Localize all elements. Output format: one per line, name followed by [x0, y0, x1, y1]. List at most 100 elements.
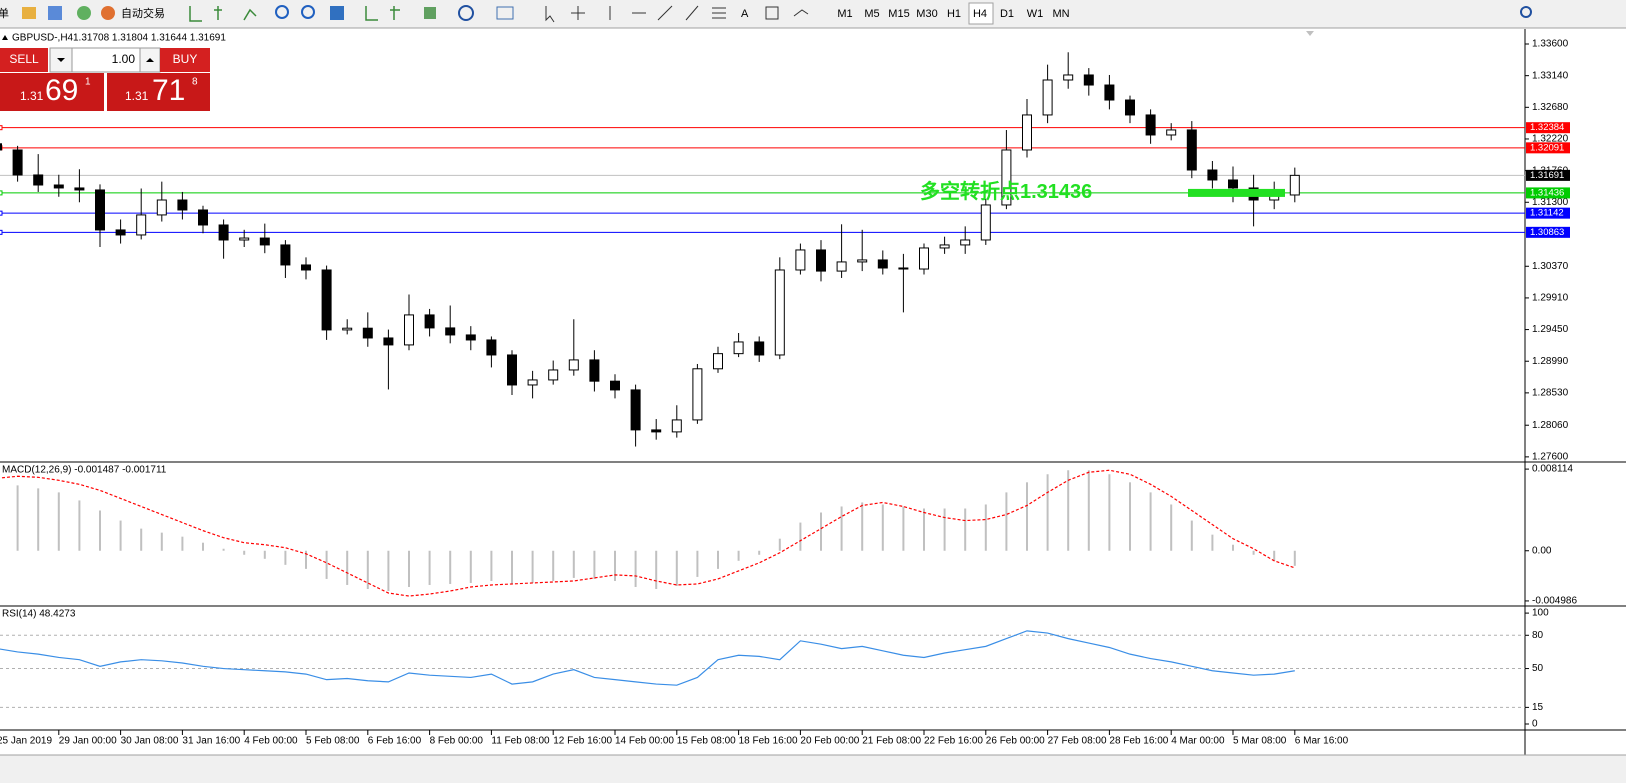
sell-price-box[interactable] — [0, 73, 104, 111]
candle-body — [280, 244, 291, 266]
arrow — [57, 58, 65, 62]
candle-body — [795, 249, 806, 271]
candle-body — [218, 224, 229, 241]
y-tick-label: 0.00 — [1532, 545, 1552, 556]
icon[interactable] — [545, 5, 726, 23]
candle-body — [671, 419, 682, 433]
x-tick-label: 4 Mar 00:00 — [1171, 736, 1225, 747]
timeframe-button[interactable]: M30 — [916, 8, 937, 20]
y-tick-label: 1.32680 — [1532, 102, 1569, 113]
sell-big[interactable]: 69 — [45, 74, 78, 107]
timeframe-button[interactable]: MN — [1052, 8, 1069, 20]
rsi-title: RSI(14) 48.4273 — [2, 609, 76, 620]
y-tick-label: 1.30370 — [1532, 261, 1569, 272]
candle-body — [754, 341, 765, 356]
candle-body — [0, 143, 2, 151]
icon[interactable] — [424, 7, 436, 19]
buy-price-box[interactable] — [107, 73, 210, 111]
x-tick-label: 18 Feb 16:00 — [739, 736, 798, 747]
candle-body — [877, 259, 888, 269]
candle-body — [259, 237, 270, 246]
icon[interactable] — [330, 6, 344, 20]
x-tick-label: 31 Jan 16:00 — [182, 736, 240, 747]
candle-body — [321, 269, 332, 331]
y-tick-label: 0.008114 — [1532, 464, 1573, 475]
icon[interactable] — [496, 6, 514, 20]
candle-body — [342, 327, 353, 331]
x-tick-label: 15 Feb 08:00 — [677, 736, 736, 747]
x-tick-label: 21 Feb 08:00 — [862, 736, 921, 747]
candle-body — [198, 209, 208, 226]
candle-body — [527, 379, 538, 386]
candle-body — [156, 199, 167, 216]
candle-body — [610, 380, 620, 391]
candle-body — [115, 229, 126, 236]
sell-prefix[interactable]: 1.31 — [20, 89, 44, 103]
tab-strip — [0, 755, 1626, 783]
buy-label[interactable]: BUY — [173, 52, 198, 66]
timeframe-button[interactable]: H4 — [973, 8, 987, 20]
timeframe-button[interactable]: H1 — [947, 8, 961, 20]
timeframe-button[interactable]: M1 — [837, 8, 852, 20]
price-label: 1.31691 — [1530, 170, 1564, 181]
price-label: 1.30863 — [1530, 227, 1564, 238]
line-marker — [0, 190, 3, 196]
candle-body — [1228, 179, 1238, 189]
buy-big[interactable]: 71 — [152, 74, 185, 107]
candle-body — [1083, 74, 1094, 86]
x-tick-label: 30 Jan 08:00 — [121, 736, 179, 747]
candle-body — [630, 389, 641, 431]
candle-body — [177, 199, 188, 211]
buy-prefix[interactable]: 1.31 — [125, 89, 149, 103]
timeframe-button[interactable]: D1 — [1000, 8, 1014, 20]
timeframe-button[interactable]: M5 — [864, 8, 879, 20]
x-tick-label: 11 Feb 08:00 — [491, 736, 550, 747]
auto-trade[interactable]: 自动交易 — [121, 6, 165, 20]
y-tick-label: 1.29450 — [1532, 324, 1569, 335]
candle-body — [568, 359, 579, 371]
candle-body — [1022, 114, 1032, 151]
rsi-line — [0, 630, 1295, 686]
symbol-title: GBPUSD-,H4 — [12, 33, 74, 44]
price-label-bg — [1526, 142, 1570, 154]
icon[interactable] — [765, 6, 779, 20]
buy-sup[interactable]: 8 — [192, 77, 198, 88]
icon[interactable] — [458, 5, 474, 21]
timeframe-button[interactable]: W1 — [1027, 8, 1044, 20]
icon[interactable] — [22, 7, 36, 19]
icon[interactable] — [275, 5, 289, 19]
icon[interactable] — [77, 6, 91, 20]
candle-body — [1001, 149, 1012, 206]
search-icon[interactable] — [1520, 6, 1532, 18]
icon[interactable] — [301, 5, 315, 19]
lot-input[interactable] — [71, 47, 141, 73]
arrow — [146, 58, 154, 62]
sell-label[interactable]: SELL — [9, 52, 39, 66]
lot-value[interactable]: 1.00 — [112, 52, 136, 66]
icon[interactable] — [48, 6, 62, 20]
y-tick-label: 1.27600 — [1532, 452, 1569, 463]
timeframe-button[interactable]: M15 — [888, 8, 909, 20]
candle-body — [465, 334, 476, 341]
macd-title: MACD(12,26,9) -0.001487 -0.001711 — [2, 465, 167, 476]
sell-button[interactable] — [0, 48, 48, 72]
icon-text[interactable]: A — [741, 8, 749, 20]
candle-body — [1104, 84, 1115, 101]
candle-body — [1289, 174, 1300, 196]
line-marker — [0, 229, 3, 235]
candle-body — [486, 339, 497, 356]
icon[interactable] — [101, 6, 115, 20]
icon[interactable] — [365, 6, 400, 21]
buy-button[interactable] — [160, 48, 210, 72]
icon[interactable] — [793, 9, 809, 17]
candle-body — [362, 327, 373, 339]
x-tick-label: 6 Feb 16:00 — [368, 736, 422, 747]
active-timeframe — [968, 2, 994, 25]
sell-sup[interactable]: 1 — [85, 77, 91, 88]
icon[interactable] — [189, 6, 257, 22]
x-tick-label: 14 Feb 00:00 — [615, 736, 674, 747]
candle-body — [53, 184, 64, 189]
candle-body — [836, 261, 847, 272]
candle-body — [136, 214, 147, 236]
